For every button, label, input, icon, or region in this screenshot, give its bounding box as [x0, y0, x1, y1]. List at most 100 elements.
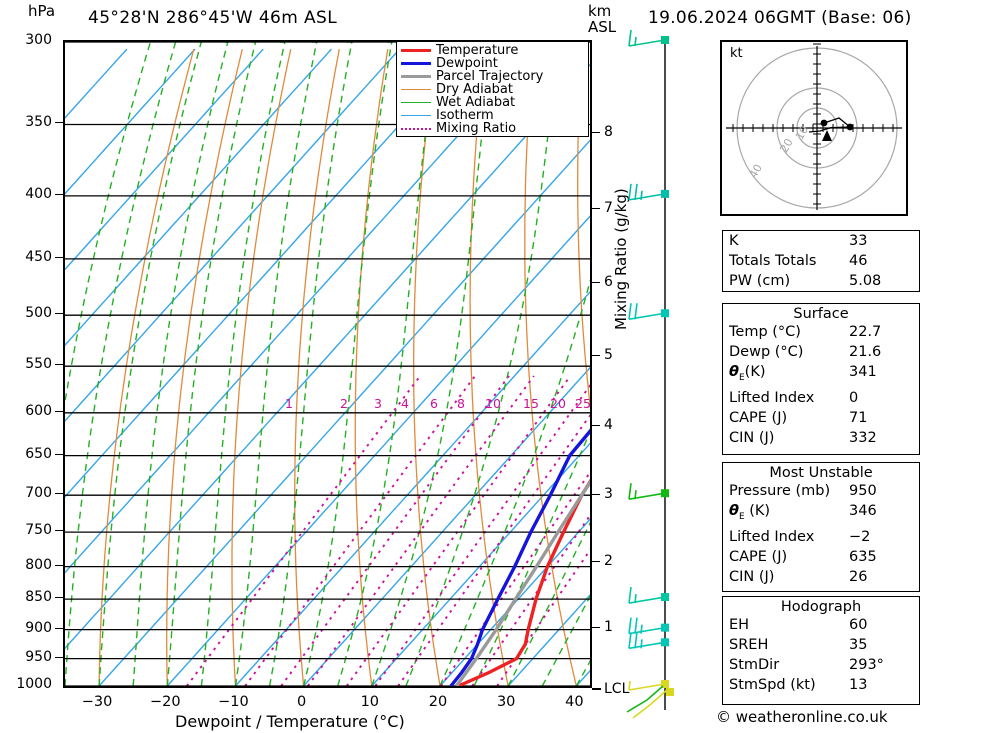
isotherm-line	[65, 48, 469, 498]
panel-row-key: Lifted Index	[729, 389, 815, 406]
pressure-tick-label: 650	[25, 445, 52, 462]
lcl-tick	[592, 688, 601, 690]
legend-label: Wet Adiabat	[436, 95, 516, 110]
mixing-ratio-label: 20	[550, 396, 566, 411]
hodograph-ring-label: 40	[747, 162, 765, 181]
height-tick-label: 3	[604, 486, 613, 503]
isotherm-line	[98, 139, 590, 686]
panel-row: Pressure (mb) 950	[723, 481, 919, 501]
panel-row: CAPE (J) 71	[723, 408, 919, 428]
mixing-ratio-line	[397, 413, 590, 686]
pressure-tick-label: 900	[25, 619, 52, 636]
height-tick-label: 7	[604, 199, 613, 216]
panel-row-value: 13	[849, 677, 868, 693]
pressure-tick-mark	[55, 627, 63, 629]
legend-label: Mixing Ratio	[436, 121, 517, 136]
isotherm-line	[65, 48, 401, 422]
isotherm-line	[65, 48, 264, 271]
dry-adiabat-line	[524, 49, 578, 686]
panel-most-unstable: Most Unstable Pressure (mb) 950 θE (K) 346 Li…	[722, 462, 920, 592]
dry-adiabat-line	[469, 49, 509, 686]
wind-barb	[628, 29, 669, 47]
panel-row: SREH 35	[723, 635, 919, 655]
panel-row-key: CAPE (J)	[729, 409, 788, 426]
wet-adiabat-line	[268, 42, 353, 686]
panel-row-value: 332	[849, 429, 877, 446]
pressure-tick-label: 750	[25, 522, 52, 539]
pressure-tick-mark	[55, 364, 63, 366]
panel-row-value: 635	[849, 548, 877, 565]
pressure-tick-mark	[55, 193, 63, 195]
panel-row: CAPE (J) 635	[723, 547, 919, 567]
isotherm-line	[234, 290, 590, 686]
pressure-tick-label: 850	[25, 589, 52, 606]
mixing-ratio-label: 4	[401, 396, 409, 411]
pressure-tick-label: 300	[25, 32, 52, 48]
wind-barb	[628, 617, 669, 635]
dry-adiabat-line	[577, 49, 590, 411]
wind-barb	[628, 183, 669, 201]
legend-item: Wet Adiabat	[401, 96, 588, 109]
pressure-tick-label: 950	[25, 648, 52, 665]
pressure-tick-label: 350	[25, 114, 52, 131]
pressure-tick-label: 500	[25, 305, 52, 322]
pressure-unit-label: hPa	[28, 2, 56, 20]
panel-row-key: Totals Totals	[729, 253, 817, 269]
wet-adiabat-line	[405, 42, 560, 686]
mixing-ratio-label: 15	[523, 396, 539, 411]
mixing-ratio-label: 25	[575, 396, 590, 411]
pressure-tick-label: 700	[25, 485, 52, 502]
wet-adiabat-line	[200, 42, 286, 686]
height-tick-label: 4	[604, 417, 613, 434]
skewt-plot-area[interactable]: 1 2 3 4 6 8 10 15 20 25	[63, 40, 592, 688]
wind-barb-surface	[626, 685, 674, 719]
chart-legend: Temperature Dewpoint Parcel Trajectory Dry …	[396, 41, 589, 137]
mixing-ratio-line	[244, 375, 476, 686]
storm-motion-marker	[822, 130, 832, 141]
mixing-ratio-line	[345, 375, 572, 686]
credit-footer: © weatheronline.co.uk	[716, 708, 888, 726]
wet-adiabat-line	[166, 42, 257, 686]
pressure-tick-mark	[55, 256, 63, 258]
height-tick-mark	[592, 494, 600, 496]
pressure-tick-mark	[55, 656, 63, 658]
panel-row-key: θE (K)	[729, 503, 771, 522]
mixing-ratio-label: 6	[430, 396, 438, 411]
isotherm-line	[439, 518, 590, 686]
wind-barb-column	[626, 29, 674, 719]
mixing-ratio-label: 3	[374, 396, 382, 411]
dry-adiabat-line	[354, 48, 389, 686]
panel-row-value: 293°	[849, 657, 884, 673]
temperature-tick-label: −20	[149, 694, 181, 710]
panel-row-value: 950	[849, 483, 877, 499]
panel-row: Totals Totals 46	[723, 251, 919, 271]
page-title: 45°28'N 286°45'W 46m ASL	[88, 8, 338, 28]
legend-label: Temperature	[436, 43, 519, 58]
wind-barb	[628, 483, 669, 501]
mixing-ratio-label: 8	[457, 396, 465, 411]
panel-indices: K 33 Totals Totals 46 PW (cm) 5.08	[722, 230, 920, 292]
legend-item: Dry Adiabat	[401, 83, 588, 96]
hodograph-panel[interactable]: kt 10 20 40	[720, 40, 908, 216]
legend-item: Isotherm	[401, 109, 588, 122]
hodograph-unit-label: kt	[730, 46, 743, 61]
pressure-tick-mark	[55, 564, 63, 566]
panel-row-key: SREH	[729, 637, 769, 653]
legend-swatch-icon	[401, 49, 431, 52]
wind-barb	[628, 680, 669, 691]
legend-item: Dewpoint	[401, 57, 588, 70]
pressure-tick-mark	[55, 597, 63, 599]
panel-row-key: StmDir	[729, 657, 780, 673]
profile-parcel-trajectory	[455, 479, 590, 686]
legend-swatch-icon	[401, 89, 431, 90]
legend-label: Parcel Trajectory	[436, 69, 544, 84]
height-tick-label: 8	[604, 123, 613, 140]
run-time-title: 19.06.2024 06GMT (Base: 06)	[648, 8, 912, 28]
height-asl-label: ASL	[588, 18, 617, 36]
wet-adiabat-line	[473, 430, 590, 686]
pressure-tick-label: 400	[25, 185, 52, 202]
wind-barb	[628, 303, 669, 321]
pressure-tick-mark	[55, 313, 63, 315]
panel-row: Dewp (°C) 21.6	[723, 342, 919, 362]
